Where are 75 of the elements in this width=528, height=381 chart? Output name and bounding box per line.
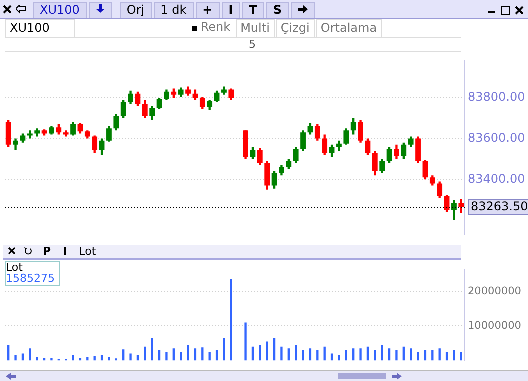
bar <box>360 348 362 361</box>
bar <box>216 350 218 361</box>
bar <box>338 356 340 361</box>
bar <box>252 346 254 361</box>
bar <box>14 356 17 361</box>
text: Multi <box>236 19 275 37</box>
bar <box>402 346 405 361</box>
text: Renk <box>200 19 232 36</box>
annotation: Lot <box>6 261 23 274</box>
y-tick-label: 20000000 <box>468 285 522 298</box>
bar <box>432 350 434 361</box>
bar <box>172 348 175 361</box>
bar <box>29 348 32 361</box>
bar <box>180 352 182 361</box>
bar <box>166 352 168 361</box>
bar <box>187 345 190 361</box>
bar <box>295 345 298 361</box>
bar <box>309 348 312 361</box>
bar <box>453 350 456 361</box>
y-tick-label: 83800.00 <box>468 90 526 104</box>
bar <box>417 352 420 361</box>
annotation: 1585275 <box>6 272 56 285</box>
text: + <box>196 2 220 18</box>
text: T <box>242 2 264 18</box>
bar <box>446 352 448 361</box>
text: P <box>43 245 52 258</box>
text: XU100 <box>5 19 75 37</box>
bar <box>273 338 276 361</box>
bar <box>50 358 53 361</box>
bar <box>130 354 132 361</box>
bar <box>8 345 10 361</box>
text: 1 dk <box>154 2 194 18</box>
text: I <box>222 2 240 18</box>
text: I <box>63 245 68 258</box>
y-tick-label: 10000000 <box>468 320 522 332</box>
bar <box>316 350 319 361</box>
text: S <box>266 2 290 18</box>
bar <box>366 346 370 361</box>
text: 5 <box>249 38 256 51</box>
bar <box>202 348 204 361</box>
bar <box>345 350 348 361</box>
text: XU100 <box>33 2 87 18</box>
bar <box>151 338 154 361</box>
bar <box>324 346 326 361</box>
bar <box>396 350 398 361</box>
bar <box>388 348 391 361</box>
bar <box>158 350 161 361</box>
text: Ortalama <box>316 19 382 37</box>
bar <box>144 346 146 361</box>
ref-line-label: 83263.50 <box>471 200 528 214</box>
bar <box>259 345 262 361</box>
bar <box>302 350 304 361</box>
y-tick-label: 83600.00 <box>468 130 526 145</box>
bar <box>244 322 247 361</box>
bar <box>460 352 462 361</box>
text: Orj <box>120 2 152 18</box>
bar <box>108 357 110 361</box>
bar <box>230 278 232 361</box>
bar <box>438 348 441 361</box>
bar <box>122 350 125 361</box>
bar <box>352 348 355 361</box>
bar <box>374 350 376 361</box>
bar <box>424 350 427 361</box>
bar <box>410 348 412 361</box>
bar <box>72 356 74 361</box>
text: Çizgi <box>276 19 315 37</box>
bar <box>208 352 211 361</box>
bar <box>223 338 226 361</box>
y-tick-label: 83400.00 <box>468 172 526 186</box>
text: Lot <box>79 245 96 258</box>
bar <box>194 348 197 361</box>
bar <box>280 346 283 361</box>
bar <box>381 345 384 361</box>
bar <box>266 342 268 361</box>
bar <box>288 348 290 361</box>
